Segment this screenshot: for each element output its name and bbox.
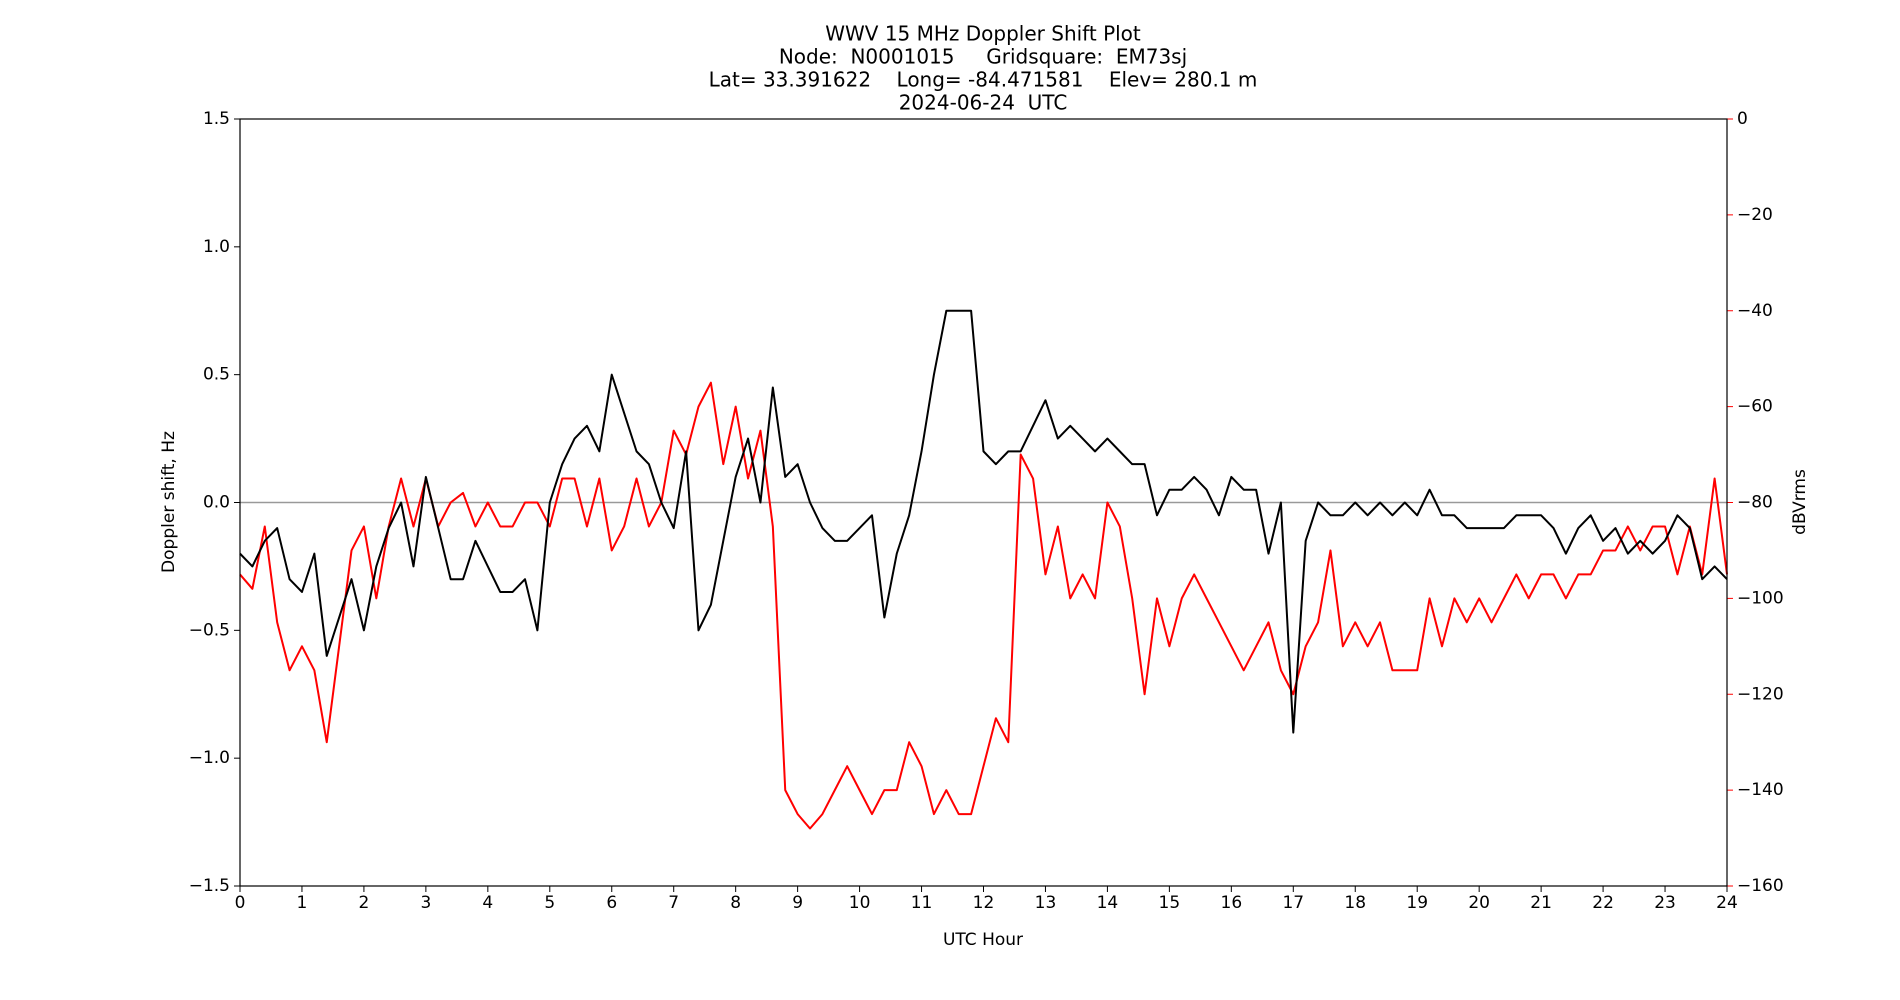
series-line bbox=[239, 309, 1728, 734]
y-axis-label: Doppler shift, Hz bbox=[159, 431, 179, 573]
x-tick-label: 18 bbox=[1344, 893, 1366, 913]
x-tick-label: 5 bbox=[544, 893, 555, 913]
y2-tick-label: −160 bbox=[1737, 876, 1784, 896]
x-tick-label: 14 bbox=[1097, 893, 1119, 913]
x-tick-label: 9 bbox=[792, 893, 803, 913]
x-tick-label: 2 bbox=[359, 893, 370, 913]
x-tick-label: 21 bbox=[1530, 893, 1552, 913]
y-tick-label: −0.5 bbox=[189, 620, 230, 640]
y-tick-label: 1.0 bbox=[203, 237, 230, 257]
x-tick-label: 6 bbox=[606, 893, 617, 913]
chart-title: WWV 15 MHz Doppler Shift Plot bbox=[825, 22, 1141, 46]
y2-tick-label: −120 bbox=[1737, 684, 1784, 704]
y-tick-label: −1.0 bbox=[189, 748, 230, 768]
y-tick-label: 1.5 bbox=[203, 109, 230, 129]
y2-axis-label: dBVrms bbox=[1790, 469, 1810, 535]
chart-subtitle: Lat= 33.391622 Long= -84.471581 Elev= 28… bbox=[709, 68, 1258, 92]
x-tick-label: 16 bbox=[1221, 893, 1243, 913]
x-tick-label: 24 bbox=[1716, 893, 1738, 913]
x-tick-label: 22 bbox=[1592, 893, 1614, 913]
x-tick-label: 3 bbox=[420, 893, 431, 913]
y2-tick-label: −140 bbox=[1737, 780, 1784, 800]
y2-tick-label: −80 bbox=[1737, 493, 1773, 513]
y2-tick-label: −40 bbox=[1737, 301, 1773, 321]
x-tick-label: 11 bbox=[911, 893, 933, 913]
y2-tick-label: −100 bbox=[1737, 588, 1784, 608]
y-tick-label: 0.0 bbox=[203, 493, 230, 513]
x-tick-label: 13 bbox=[1035, 893, 1057, 913]
plot-frame bbox=[239, 118, 1728, 887]
series-line bbox=[239, 381, 1728, 830]
y2-tick-label: −60 bbox=[1737, 397, 1773, 417]
x-tick-label: 10 bbox=[849, 893, 871, 913]
x-tick-label: 17 bbox=[1282, 893, 1304, 913]
y-tick-label: 0.5 bbox=[203, 365, 230, 385]
x-tick-label: 0 bbox=[235, 893, 246, 913]
y2-tick-label: 0 bbox=[1737, 109, 1748, 129]
x-axis-label: UTC Hour bbox=[943, 930, 1023, 950]
chart-subtitle: Node: N0001015 Gridsquare: EM73sj bbox=[779, 45, 1187, 69]
x-tick-label: 20 bbox=[1468, 893, 1490, 913]
x-tick-label: 7 bbox=[668, 893, 679, 913]
x-tick-label: 1 bbox=[297, 893, 308, 913]
chart-subtitle: 2024-06-24 UTC bbox=[899, 91, 1068, 115]
x-tick-label: 23 bbox=[1654, 893, 1676, 913]
y2-tick-label: −20 bbox=[1737, 205, 1773, 225]
x-tick-label: 8 bbox=[730, 893, 741, 913]
y-tick-label: −1.5 bbox=[189, 876, 230, 896]
x-tick-label: 19 bbox=[1406, 893, 1428, 913]
x-tick-label: 12 bbox=[973, 893, 995, 913]
x-tick-label: 4 bbox=[482, 893, 493, 913]
x-tick-label: 15 bbox=[1159, 893, 1181, 913]
